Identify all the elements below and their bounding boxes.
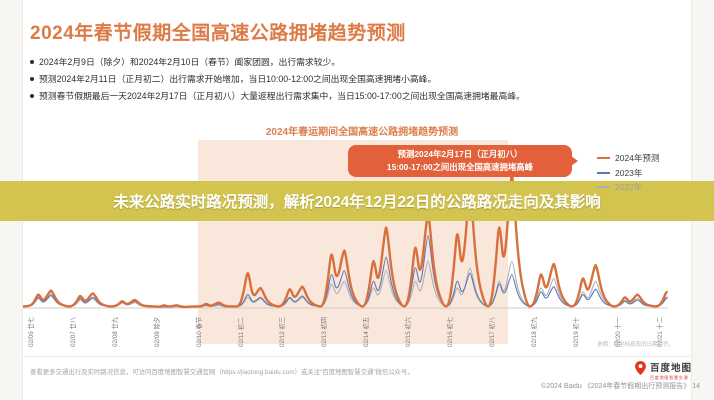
brand-name: 百度地图: [650, 363, 693, 374]
x-axis-label: 02/10 春节: [195, 316, 203, 347]
x-axis-label: 02/19 初十: [572, 316, 580, 347]
legend-item: 2024年预测: [597, 151, 659, 166]
callout-pointer-icon: [571, 156, 578, 166]
bullet-list: 2024年2月9日（除夕）和2024年2月10日（春节）阖家团圆，出行需求较少。…: [30, 57, 525, 108]
x-axis-label: 02/07 廿八: [69, 316, 77, 347]
page-title: 2024年春节假期全国高速公路拥堵趋势预测: [30, 23, 406, 44]
x-axis-label: 02/09 除夕: [153, 316, 161, 347]
legend-dash-icon: [597, 157, 610, 160]
headline-banner-text: 未来公路实时路况预测，解析2024年12月22日的公路路况走向及其影响: [113, 194, 601, 211]
footer-divider: [22, 356, 691, 357]
chart-footnote: 说明：横坐标按农历日期对齐。: [597, 342, 675, 348]
callout-line1: 预测2024年2月17日（正月初八）: [397, 149, 523, 159]
peak-callout: 预测2024年2月17日（正月初八） 15:00-17:00之间出现全国高速拥堵…: [348, 145, 578, 178]
legend-label: 2022年: [615, 182, 643, 193]
legend-item: 2023年: [597, 166, 659, 181]
bullet-text: 预测2024年2月11日（正月初二）出行需求开始增加，当日10:00-12:00…: [39, 74, 437, 85]
headline-banner: 未来公路实时路况预测，解析2024年12月22日的公路路况走向及其影响: [0, 181, 714, 221]
legend-label: 2024年预测: [615, 153, 660, 164]
x-axis-label: 02/14 初五: [363, 316, 371, 347]
map-pin-icon: [635, 360, 646, 376]
chart-series-group: [22, 172, 669, 309]
legend-item: 2022年: [597, 180, 659, 195]
trend-line-chart: [22, 172, 669, 309]
brand-tagline: 百度地图智慧交通: [650, 375, 689, 380]
x-axis-label: 02/18 初九: [530, 316, 538, 347]
bullet-text: 2024年2月9日（除夕）和2024年2月10日（春节）阖家团圆，出行需求较少。: [39, 57, 341, 67]
bullet-dot-icon: [30, 60, 34, 64]
chart-legend: 2024年预测 2023年 2022年: [597, 151, 659, 195]
legend-dash-icon: [597, 171, 610, 174]
bullet-dot-icon: [30, 94, 34, 99]
series-line: [22, 235, 668, 308]
copyright-text: ©2024 Baidu 《2024年春节假期出行预测报告》 14: [541, 383, 700, 390]
footer-note: 查看更多交通出行及实时路况信息，可访问百度地图智慧交通官网（https://ji…: [30, 369, 414, 376]
bullet-item: 预测春节假期最后一天2024年2月17日（正月初八）大量返程出行需求集中，当日1…: [30, 91, 525, 101]
brand-logo: 百度地图 百度地图智慧交通: [634, 360, 692, 381]
bullet-dot-icon: [30, 77, 34, 82]
legend-dash-icon: [597, 186, 610, 189]
x-axis-label: 02/08 廿九: [111, 316, 119, 347]
bullet-item: 预测2024年2月11日（正月初二）出行需求开始增加，当日10:00-12:00…: [30, 74, 525, 84]
legend-label: 2023年: [615, 167, 643, 178]
x-axis-label: 02/16 初七: [447, 316, 454, 347]
series-line: [22, 260, 668, 308]
bullet-item: 2024年2月9日（除夕）和2024年2月10日（春节）阖家团圆，出行需求较少。: [30, 57, 525, 67]
x-axis-label: 02/06 廿七: [28, 316, 35, 347]
x-axis-label: 02/11 初二: [237, 317, 245, 347]
bullet-text: 预测春节假期最后一天2024年2月17日（正月初八）大量返程出行需求集中，当日1…: [39, 91, 525, 102]
x-axis-label: 02/13 初四: [321, 316, 329, 347]
x-axis-label: 02/15 初六: [405, 316, 413, 347]
callout-line2: 15:00-17:00之间出现全国高速拥堵高峰: [386, 162, 534, 173]
x-axis-label: 02/12 初三: [279, 316, 287, 347]
series-line: [22, 172, 669, 309]
chart-title: 2024年春运期间全国高速公路拥堵趋势预测: [265, 127, 459, 138]
x-axis-label: 02/17 初八: [488, 316, 496, 347]
